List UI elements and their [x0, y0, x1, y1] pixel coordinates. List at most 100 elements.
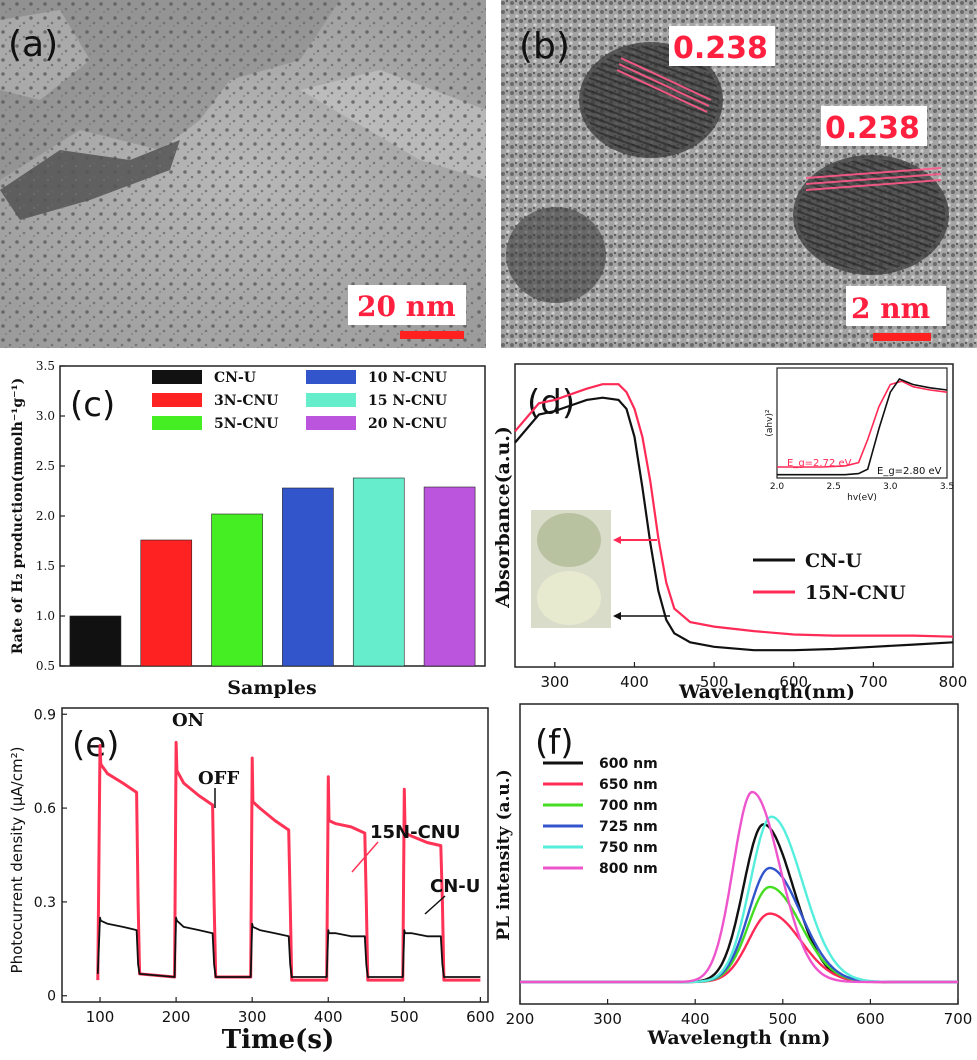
y-tick-label-e: 0.6	[34, 801, 56, 817]
plot-frame-d	[514, 363, 954, 668]
x-axis-label-f: Wavelength (nm)	[647, 1027, 831, 1049]
legend-label-f: 800 nm	[599, 861, 658, 877]
legend-swatch-c	[306, 416, 356, 430]
x-tick-label-f: 400	[681, 1010, 710, 1028]
y-tick-label-c: 2.0	[36, 509, 55, 523]
y-tick-label-c: 1.0	[36, 609, 55, 623]
series-line-f-3	[520, 866, 958, 984]
annotation-cn-arrow	[424, 895, 446, 915]
arrowhead-cn	[613, 612, 621, 620]
legend-label-f: 750 nm	[599, 840, 658, 856]
bar-c-2	[211, 513, 263, 667]
legend-label-c: 20 N-CNU	[368, 416, 447, 432]
x-tick-label-d: 800	[939, 673, 968, 691]
bar-c-1	[140, 539, 193, 667]
series-line-d-1	[514, 383, 954, 638]
line-chart-f: (f) PL intensity (a.u.) Wavelength (nm) …	[494, 703, 973, 1049]
x-tick-label-f: 600	[856, 1010, 885, 1028]
panel-label-c: (c)	[70, 385, 115, 425]
tem-image-a: (a) 20 nm	[0, 0, 486, 348]
legend-label-f: 650 nm	[599, 777, 658, 793]
legend-label-f: 725 nm	[599, 819, 658, 835]
chart-f: (f) PL intensity (a.u.) Wavelength (nm) …	[494, 700, 977, 1056]
x-tick-label-e: 200	[162, 1008, 191, 1026]
lattice-spacing-label-2: 0.238	[825, 111, 920, 146]
inset-x-tick-label: 3.5	[940, 482, 954, 492]
legend-swatch-c	[152, 393, 202, 407]
panel-label-e: (e)	[72, 725, 119, 765]
panel-label-a: (a)	[8, 24, 58, 65]
y-tick-label-c: 3.0	[36, 409, 55, 423]
legend-label-d: 15N-CNU	[805, 582, 906, 604]
x-tick-label-d: 500	[700, 673, 729, 691]
x-axis-label-d: Wavelength(nm)	[678, 681, 855, 700]
legend-swatch-c	[306, 393, 356, 407]
inset-x-axis-label: hv(eV)	[847, 493, 877, 503]
x-tick-label-e: 100	[86, 1008, 115, 1026]
legend-label-c: 3N-CNU	[214, 393, 279, 409]
chart-d: (d) Absorbance(a.u.) Wavelength(nm) 300 4…	[492, 352, 977, 703]
annotation-on: ON	[172, 710, 204, 731]
x-tick-label-d: 700	[859, 673, 888, 691]
hrtem-image-b: (b) 0.238 0.238 2 nm	[501, 0, 977, 348]
x-tick-label-d: 300	[540, 673, 569, 691]
y-axis-label-e: Photocurrent density (μA/cm²)	[8, 747, 26, 974]
y-tick-label-e: 0.9	[34, 707, 56, 723]
legend-label-c: 10 N-CNU	[368, 370, 447, 386]
legend-swatch-c	[152, 370, 202, 384]
tem-micrograph-a: (a) 20 nm	[0, 0, 486, 348]
bar-c-5	[423, 486, 476, 667]
x-tick-label-e: 300	[238, 1008, 267, 1026]
bar-c-0	[69, 615, 122, 667]
x-tick-label-e: 400	[314, 1008, 343, 1026]
y-tick-label-c: 1.5	[36, 559, 55, 573]
hrtem-micrograph-b: (b) 0.238 0.238 2 nm	[501, 0, 977, 348]
powder-sample-cn	[537, 571, 601, 625]
series-line-e-1	[96, 916, 481, 978]
legend-label-f: 600 nm	[599, 756, 658, 772]
plot-frame-e	[61, 707, 489, 1003]
bar-c-4	[352, 477, 405, 667]
inset-series-line-1	[777, 378, 948, 476]
x-axis-label-e: Time(s)	[222, 1025, 335, 1055]
legend-swatch-c	[306, 370, 356, 384]
scale-bar-label-b: 2 nm	[851, 292, 930, 325]
panel-label-b: (b)	[519, 26, 570, 67]
legend-label-f: 700 nm	[599, 798, 658, 814]
x-tick-label-f: 200	[506, 1010, 535, 1028]
inset-x-tick-label: 2.5	[827, 482, 841, 492]
line-chart-d: (d) Absorbance(a.u.) Wavelength(nm) 300 4…	[492, 363, 968, 703]
y-tick-label-c: 3.5	[36, 359, 55, 373]
legend-label-c: 15 N-CNU	[368, 393, 447, 409]
x-tick-label-d: 600	[779, 673, 808, 691]
x-tick-label-f: 700	[944, 1010, 973, 1028]
legend-label-d: CN-U	[805, 550, 862, 572]
powder-sample-15n	[537, 513, 601, 567]
legend-label-c: CN-U	[214, 370, 256, 386]
inset-x-tick-label: 2.0	[770, 482, 785, 492]
lattice-spacing-label-1: 0.238	[673, 31, 768, 66]
plot-frame-c	[59, 365, 486, 667]
series-line-e-0	[96, 740, 481, 982]
series-line-f-5	[520, 790, 958, 984]
annotation-cn-u: CN-U	[430, 876, 480, 897]
x-tick-label-d: 400	[620, 673, 649, 691]
inset-annotation-eg-15n: E_g=2.72 eV	[787, 458, 852, 469]
chart-c: (c) Rate of H₂ production(mmolh⁻¹g⁻¹) Sa…	[0, 352, 495, 700]
x-tick-label-f: 300	[593, 1010, 622, 1028]
annotation-15n-arrow	[351, 841, 379, 873]
inset-series-line-0	[777, 380, 948, 468]
y-axis-label-c: Rate of H₂ production(mmolh⁻¹g⁻¹)	[10, 378, 26, 655]
legend-label-c: 5N-CNU	[214, 416, 279, 432]
legend-swatch-c	[152, 416, 202, 430]
series-line-d-0	[514, 396, 954, 652]
line-chart-e: (e) Photocurrent density (μA/cm²) Time(s…	[8, 707, 495, 1055]
y-axis-label-f: PL intensity (a.u.)	[495, 769, 514, 940]
bar-chart-c: (c) Rate of H₂ production(mmolh⁻¹g⁻¹) Sa…	[10, 359, 486, 699]
x-axis-label-c: Samples	[227, 677, 316, 699]
y-axis-label-d: Absorbance(a.u.)	[495, 426, 514, 609]
inset-x-tick-label: 3.0	[883, 482, 898, 492]
y-tick-label-e: 0.3	[34, 895, 56, 911]
plot-frame-f	[519, 703, 959, 1005]
y-tick-label-e: 0	[47, 989, 56, 1005]
